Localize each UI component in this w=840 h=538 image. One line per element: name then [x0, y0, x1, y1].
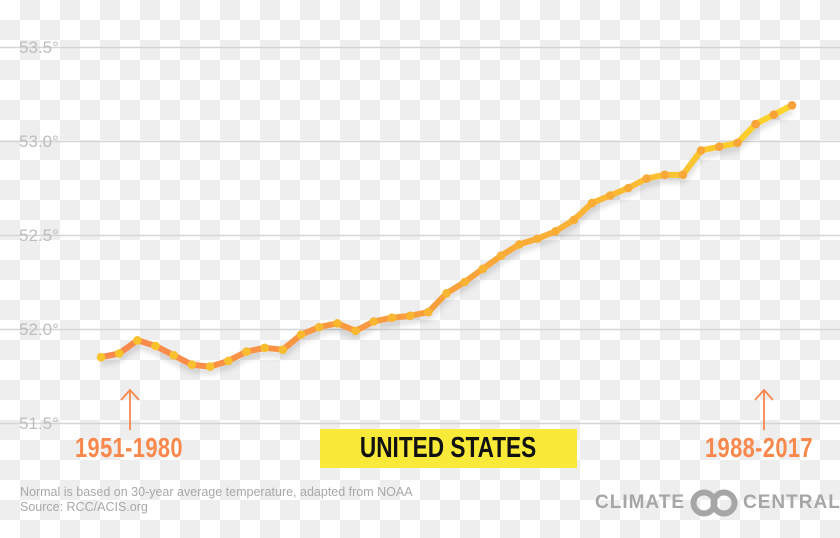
data-point	[278, 345, 288, 354]
data-point	[605, 191, 615, 200]
data-point	[187, 360, 197, 370]
footnote: Normal is based on 30-year average tempe…	[20, 485, 413, 515]
logo-rings-icon	[690, 489, 738, 517]
y-tick-label: 52.0°	[19, 320, 59, 339]
data-point	[242, 347, 251, 356]
start-period-label: 1951-1980	[75, 432, 183, 463]
line-shadow	[100, 107, 794, 375]
data-point	[496, 251, 506, 260]
data-point	[369, 317, 379, 326]
data-point	[96, 352, 106, 362]
y-tick-label: 52.5°	[19, 226, 59, 245]
data-point	[151, 341, 160, 351]
data-point	[533, 234, 542, 244]
footnote-source: Source: RCC/ACIS.org	[20, 500, 148, 514]
logo-right-text: CENTRAL	[743, 492, 840, 513]
end-arrow-icon	[754, 388, 774, 430]
data-point	[460, 277, 469, 287]
data-point	[696, 146, 706, 155]
data-point	[442, 288, 451, 298]
data-point	[751, 119, 760, 129]
data-point	[642, 174, 651, 183]
data-point	[787, 100, 797, 110]
data-point	[314, 322, 324, 332]
data-point	[514, 240, 524, 249]
data-point	[714, 142, 724, 151]
logo-left-text: CLIMATE	[595, 492, 686, 513]
data-point	[296, 330, 306, 339]
data-point	[733, 138, 742, 148]
y-tick-label: 51.5°	[19, 414, 59, 433]
data-point	[660, 170, 670, 180]
data-point	[478, 264, 488, 274]
y-tick-label: 53.0°	[19, 132, 59, 151]
data-point	[678, 170, 688, 180]
footnote-line-1: Normal is based on 30-year average tempe…	[20, 485, 413, 499]
data-point	[169, 351, 179, 360]
data-point	[769, 110, 779, 119]
climate-central-logo: CLIMATE CENTRAL	[595, 489, 840, 517]
data-point	[587, 198, 597, 208]
y-tick-label: 53.5°	[19, 38, 59, 57]
data-point	[405, 311, 415, 321]
data-point	[351, 326, 360, 336]
start-arrow-icon	[120, 388, 140, 430]
data-point	[114, 349, 124, 358]
data-point	[424, 307, 433, 317]
data-point	[569, 215, 579, 225]
data-point	[624, 183, 633, 193]
data-point	[333, 319, 342, 328]
data-point	[205, 362, 215, 371]
data-point	[133, 335, 142, 345]
end-period-label: 1988-2017	[705, 432, 813, 463]
data-point	[551, 226, 560, 236]
data-point	[387, 313, 397, 323]
region-title: UNITED STATES	[360, 432, 537, 464]
region-banner: UNITED STATES	[320, 429, 577, 468]
data-point	[223, 356, 233, 366]
data-point	[260, 343, 269, 353]
